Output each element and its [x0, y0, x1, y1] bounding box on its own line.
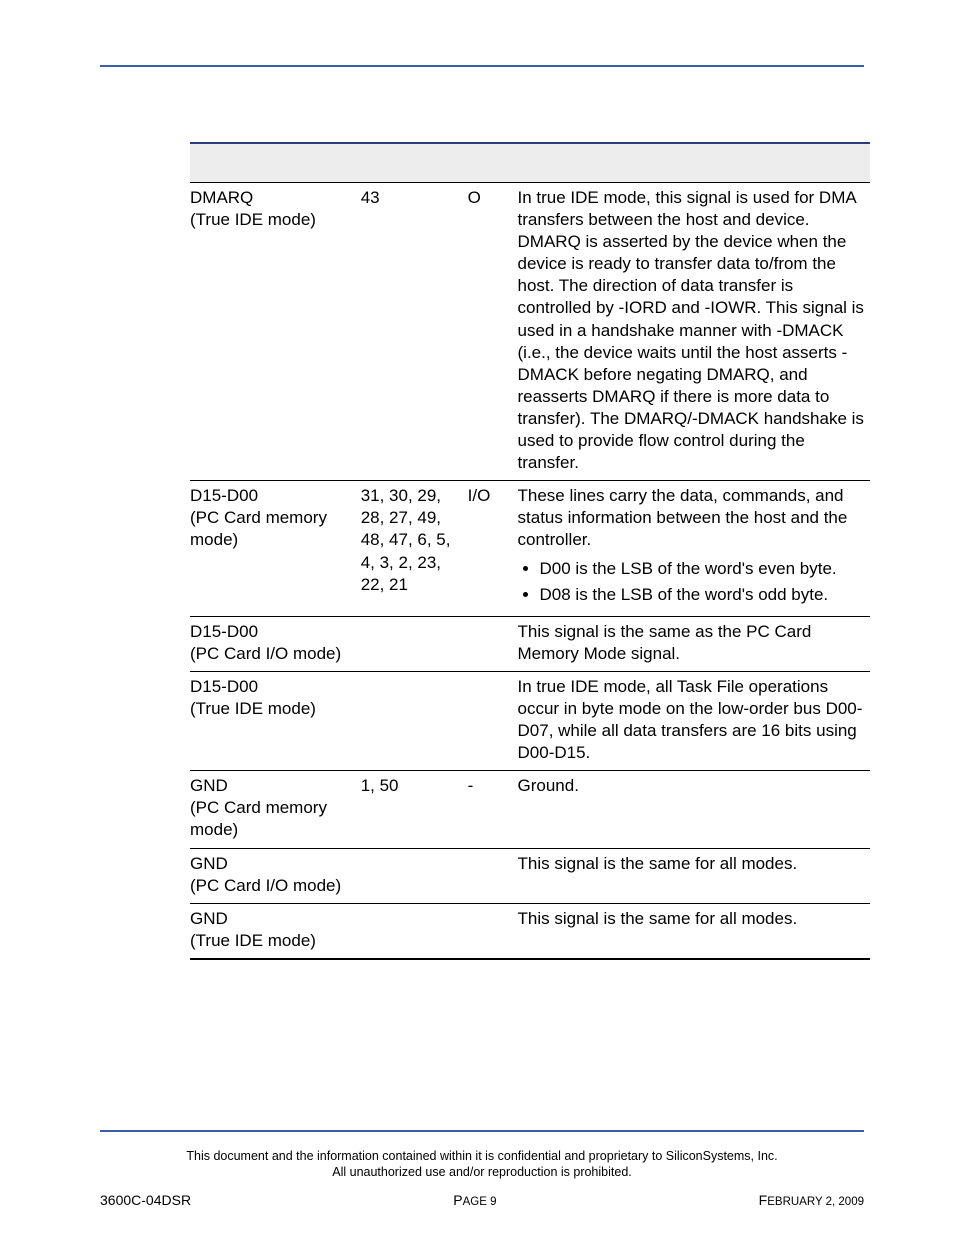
signal-name: D15-D00	[190, 486, 258, 505]
page-footer: 3600C-04DSR PAGE 9 FEBRUARY 2, 2009	[100, 1192, 864, 1208]
cell-signal: GND (True IDE mode)	[190, 903, 361, 959]
cell-pin: 1, 50	[361, 771, 468, 848]
table-row: GND (PC Card memory mode) 1, 50 - Ground…	[190, 771, 870, 848]
cell-signal: D15-D00 (PC Card memory mode)	[190, 481, 361, 616]
table-row: D15-D00 (True IDE mode) In true IDE mode…	[190, 671, 870, 770]
signal-name: D15-D00	[190, 622, 258, 641]
signal-definitions-table: DMARQ (True IDE mode) 43 O In true IDE m…	[190, 142, 870, 960]
cell-signal: D15-D00 (PC Card I/O mode)	[190, 616, 361, 671]
cell-io	[468, 903, 518, 959]
cell-io: O	[468, 183, 518, 481]
cell-io	[468, 848, 518, 903]
cell-io	[468, 671, 518, 770]
cell-io	[468, 616, 518, 671]
page: DMARQ (True IDE mode) 43 O In true IDE m…	[0, 0, 954, 1235]
cell-signal: DMARQ (True IDE mode)	[190, 183, 361, 481]
col-header-signal	[190, 143, 361, 183]
cell-description: In true IDE mode, all Task File operatio…	[518, 671, 870, 770]
cell-description: These lines carry the data, commands, an…	[518, 481, 870, 616]
signal-name: GND	[190, 776, 228, 795]
signal-mode: (True IDE mode)	[190, 699, 316, 718]
footer-page-number: PAGE 9	[453, 1192, 496, 1208]
cell-pin	[361, 671, 468, 770]
cell-description: This signal is the same as the PC Card M…	[518, 616, 870, 671]
cell-description: This signal is the same for all modes.	[518, 903, 870, 959]
cell-pin: 43	[361, 183, 468, 481]
signal-name: GND	[190, 854, 228, 873]
cell-io: -	[468, 771, 518, 848]
signal-name: DMARQ	[190, 188, 253, 207]
signal-mode: (PC Card I/O mode)	[190, 644, 341, 663]
cell-pin	[361, 903, 468, 959]
description-bullet-list: D00 is the LSB of the word's even byte. …	[518, 558, 864, 606]
confidential-line-1: This document and the information contai…	[186, 1149, 777, 1163]
bullet-item: D00 is the LSB of the word's even byte.	[540, 558, 864, 580]
col-header-io	[468, 143, 518, 183]
col-header-description	[518, 143, 870, 183]
table-row: D15-D00 (PC Card memory mode) 31, 30, 29…	[190, 481, 870, 616]
table-row: GND (True IDE mode) This signal is the s…	[190, 903, 870, 959]
signal-name: D15-D00	[190, 677, 258, 696]
footer-date: FEBRUARY 2, 2009	[759, 1192, 864, 1208]
confidential-line-2: All unauthorized use and/or reproduction…	[332, 1165, 632, 1179]
cell-signal: GND (PC Card memory mode)	[190, 771, 361, 848]
signal-mode: (PC Card memory mode)	[190, 508, 327, 549]
cell-pin: 31, 30, 29, 28, 27, 49, 48, 47, 6, 5, 4,…	[361, 481, 468, 616]
description-text: These lines carry the data, commands, an…	[518, 486, 848, 549]
cell-pin	[361, 616, 468, 671]
signal-mode: (PC Card memory mode)	[190, 798, 327, 839]
signal-mode: (PC Card I/O mode)	[190, 876, 341, 895]
table-row: DMARQ (True IDE mode) 43 O In true IDE m…	[190, 183, 870, 481]
footer-doc-id: 3600C-04DSR	[100, 1192, 191, 1208]
signal-mode: (True IDE mode)	[190, 931, 316, 950]
cell-signal: D15-D00 (True IDE mode)	[190, 671, 361, 770]
col-header-pin	[361, 143, 468, 183]
bullet-item: D08 is the LSB of the word's odd byte.	[540, 584, 864, 606]
cell-io: I/O	[468, 481, 518, 616]
cell-description: In true IDE mode, this signal is used fo…	[518, 183, 870, 481]
table-header-row	[190, 143, 870, 183]
cell-signal: GND (PC Card I/O mode)	[190, 848, 361, 903]
cell-description: Ground.	[518, 771, 870, 848]
confidential-notice: This document and the information contai…	[100, 1148, 864, 1181]
table-row: GND (PC Card I/O mode) This signal is th…	[190, 848, 870, 903]
bottom-rule	[100, 1130, 864, 1132]
cell-description: This signal is the same for all modes.	[518, 848, 870, 903]
top-rule	[100, 65, 864, 67]
table-row: D15-D00 (PC Card I/O mode) This signal i…	[190, 616, 870, 671]
signal-mode: (True IDE mode)	[190, 210, 316, 229]
signal-name: GND	[190, 909, 228, 928]
cell-pin	[361, 848, 468, 903]
